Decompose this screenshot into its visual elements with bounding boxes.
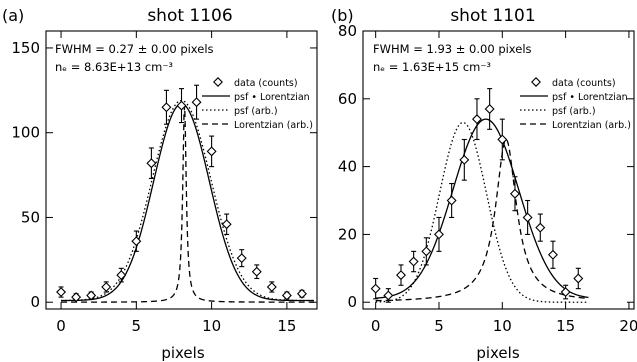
x-tick-label-b: 5 bbox=[434, 317, 444, 335]
legend-label-a: psf (arb.) bbox=[234, 106, 278, 117]
data-point-a bbox=[236, 253, 247, 264]
panel-label-a: (a) bbox=[2, 6, 24, 25]
data-point-a bbox=[71, 292, 82, 303]
legend-marker-data-b bbox=[531, 77, 541, 87]
y-tick-label-b: 20 bbox=[338, 225, 357, 243]
data-point-b bbox=[573, 273, 584, 284]
legend-b: data (counts) psf • Lorentzian psf (arb.) L… bbox=[520, 77, 631, 131]
chart-title-a: shot 1106 bbox=[147, 6, 232, 26]
data-point-b bbox=[459, 154, 470, 165]
y-tick-label-a: 50 bbox=[21, 208, 40, 226]
density-annotation-a: nₑ = 8.63E+13 cm⁻³ bbox=[55, 60, 173, 74]
curve-psf-lorentzian-a bbox=[61, 103, 314, 302]
data-point-b bbox=[408, 256, 419, 267]
data-point-b bbox=[471, 114, 482, 125]
plot-frame-a bbox=[45, 30, 318, 310]
y-tick-label-a: 150 bbox=[11, 39, 40, 57]
y-tick-label-b: 0 bbox=[347, 293, 357, 311]
chart-title-b: shot 1101 bbox=[450, 6, 535, 26]
x-tick-label-b: 20 bbox=[619, 317, 637, 335]
data-point-a bbox=[221, 219, 232, 230]
data-point-b bbox=[421, 246, 432, 257]
x-tick-label-b: 0 bbox=[371, 317, 381, 335]
data-point-b bbox=[547, 249, 558, 260]
x-tick-label-b: 15 bbox=[556, 317, 575, 335]
panel-label-b: (b) bbox=[331, 6, 354, 25]
legend-label-b: data (counts) bbox=[552, 78, 616, 89]
y-tick-label-b: 80 bbox=[338, 22, 357, 40]
curve-lorentzian-arb--a bbox=[61, 105, 314, 303]
y-tick-label-b: 40 bbox=[338, 158, 357, 176]
x-tick-label-a: 5 bbox=[132, 317, 142, 335]
data-point-a bbox=[281, 290, 292, 301]
y-tick-label-b: 60 bbox=[338, 90, 357, 108]
data-point-a bbox=[206, 146, 217, 157]
data-point-a bbox=[56, 287, 67, 298]
curve-psf-arb--a bbox=[61, 99, 314, 302]
data-points-a bbox=[56, 84, 307, 303]
y-axis-b: 0 20 40 60 80 bbox=[338, 22, 634, 311]
data-point-a bbox=[191, 97, 202, 108]
data-point-a bbox=[176, 100, 187, 111]
chart-panel-a: (a) shot 1106 0 5 10 15 0 50 100 150 pixels FW… bbox=[2, 6, 318, 362]
data-point-a bbox=[146, 158, 157, 169]
y-tick-label-a: 0 bbox=[30, 293, 40, 311]
density-annotation-b: nₑ = 1.63E+15 cm⁻³ bbox=[373, 60, 491, 74]
data-point-a bbox=[161, 102, 172, 113]
y-tick-label-a: 100 bbox=[11, 124, 40, 142]
data-point-a bbox=[251, 266, 262, 277]
legend-a: data (counts) psf • Lorentzian psf (arb.) L… bbox=[202, 77, 313, 131]
curve-psf-lorentzian-b bbox=[375, 118, 589, 299]
x-axis-b: 0 5 10 15 20 bbox=[371, 31, 637, 335]
legend-marker-data-a bbox=[213, 77, 223, 87]
x-axis-label-a: pixels bbox=[161, 344, 205, 362]
x-axis-label-b: pixels bbox=[476, 344, 520, 362]
fwhm-annotation-b: FWHM = 1.93 ± 0.00 pixels bbox=[373, 42, 532, 56]
fwhm-annotation-a: FWHM = 0.27 ± 0.00 pixels bbox=[55, 42, 214, 56]
data-point-a bbox=[296, 288, 307, 299]
plot-frame-b bbox=[362, 30, 635, 310]
legend-label-a: data (counts) bbox=[234, 78, 298, 89]
y-axis-a: 0 50 100 150 bbox=[11, 39, 317, 311]
data-point-b bbox=[484, 103, 495, 114]
x-tick-label-b: 10 bbox=[493, 317, 512, 335]
data-point-b bbox=[497, 134, 508, 145]
data-point-b bbox=[509, 188, 520, 199]
legend-label-b: psf • Lorentzian bbox=[552, 92, 628, 103]
legend-label-a: psf • Lorentzian bbox=[234, 92, 310, 103]
curve-lorentzian-arb--b bbox=[375, 138, 589, 302]
data-point-b bbox=[370, 283, 381, 294]
data-points-b bbox=[370, 88, 584, 303]
legend-label-b: psf (arb.) bbox=[552, 106, 596, 117]
x-tick-label-a: 15 bbox=[277, 317, 296, 335]
data-point-b bbox=[535, 222, 546, 233]
data-point-a bbox=[266, 281, 277, 292]
data-point-a bbox=[131, 236, 142, 247]
legend-label-b: Lorentzian (arb.) bbox=[552, 120, 631, 131]
data-point-b bbox=[434, 229, 444, 240]
x-axis-a: 0 5 10 15 bbox=[56, 31, 296, 335]
data-point-b bbox=[560, 287, 571, 298]
data-point-b bbox=[396, 270, 406, 281]
data-point-a bbox=[86, 290, 97, 301]
data-point-a bbox=[116, 270, 127, 281]
curve-psf-arb--b bbox=[375, 121, 589, 303]
x-tick-label-a: 0 bbox=[56, 317, 66, 335]
legend-label-a: Lorentzian (arb.) bbox=[234, 120, 313, 131]
curves-a bbox=[61, 99, 314, 303]
data-point-b bbox=[522, 212, 533, 223]
curves-b bbox=[375, 118, 589, 303]
data-point-a bbox=[101, 281, 112, 292]
data-point-b bbox=[446, 195, 457, 206]
x-tick-label-a: 10 bbox=[202, 317, 221, 335]
data-point-b bbox=[383, 290, 394, 301]
